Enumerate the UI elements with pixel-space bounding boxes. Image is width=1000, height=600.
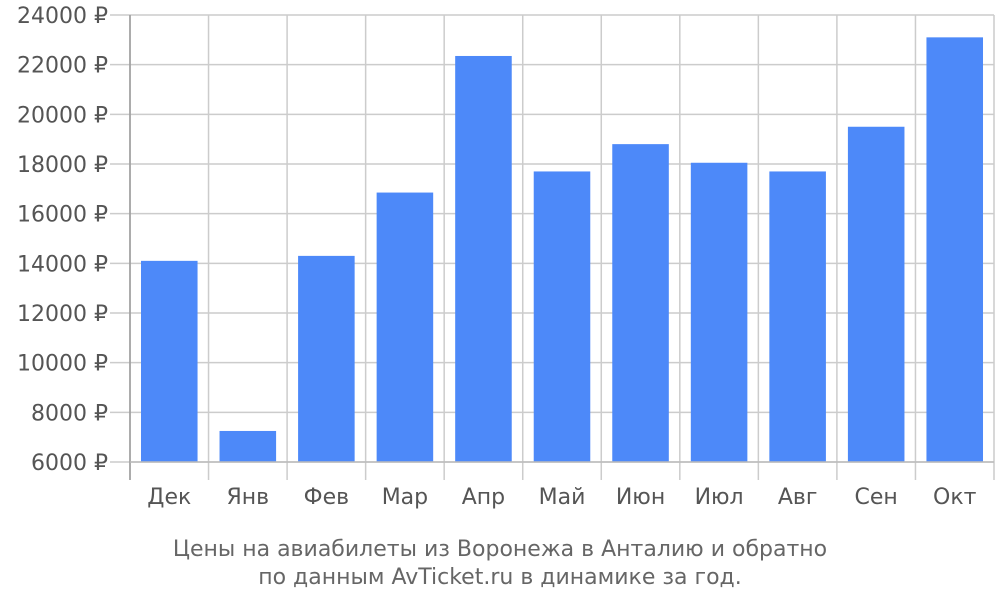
y-tick-label: 24000 ₽ — [17, 4, 108, 29]
bar — [769, 171, 826, 462]
x-axis-tick-labels: Дек Янв Фев Мар Апр Май Июн Июл Авг Сен Окт — [147, 485, 976, 510]
x-tick-label: Дек — [147, 485, 191, 510]
y-tick-label: 14000 ₽ — [17, 252, 108, 277]
bar — [612, 144, 669, 462]
bar — [926, 37, 984, 462]
x-tick-label: Фев — [304, 485, 349, 510]
x-tick-label: Май — [539, 485, 586, 510]
chart-caption-line-2: по данным AvTicket.ru в динамике за год. — [258, 565, 742, 590]
y-tick-label: 6000 ₽ — [31, 451, 108, 476]
y-tick-label: 22000 ₽ — [17, 54, 108, 79]
x-tick-label: Июн — [616, 485, 665, 510]
bar — [533, 171, 591, 462]
bar — [690, 162, 748, 462]
axes — [129, 15, 994, 480]
bars — [140, 37, 984, 462]
x-tick-label: Янв — [226, 485, 269, 510]
x-tick-label: Окт — [933, 485, 977, 510]
bar — [376, 192, 434, 462]
x-tick-label: Мар — [382, 485, 428, 510]
x-tick-label: Авг — [778, 485, 818, 510]
bar — [298, 255, 355, 462]
x-tick-label: Июл — [695, 485, 744, 510]
y-tick-label: 20000 ₽ — [17, 103, 108, 128]
bar — [140, 260, 198, 462]
y-tick-label: 16000 ₽ — [17, 203, 108, 228]
bar — [847, 126, 905, 462]
x-tick-label: Апр — [462, 485, 505, 510]
y-tick-label: 8000 ₽ — [31, 401, 108, 426]
y-tick-label: 18000 ₽ — [17, 153, 108, 178]
y-tick-label: 12000 ₽ — [17, 302, 108, 327]
y-tick-label: 10000 ₽ — [17, 352, 108, 377]
bar — [455, 55, 512, 462]
chart-caption-line-1: Цены на авиабилеты из Воронежа в Анталию… — [173, 537, 827, 562]
bar — [219, 430, 277, 462]
x-tick-label: Сен — [855, 485, 898, 510]
y-axis-tick-labels: 6000 ₽ 8000 ₽ 10000 ₽ 12000 ₽ 14000 ₽ 16000 ₽… — [17, 4, 108, 476]
